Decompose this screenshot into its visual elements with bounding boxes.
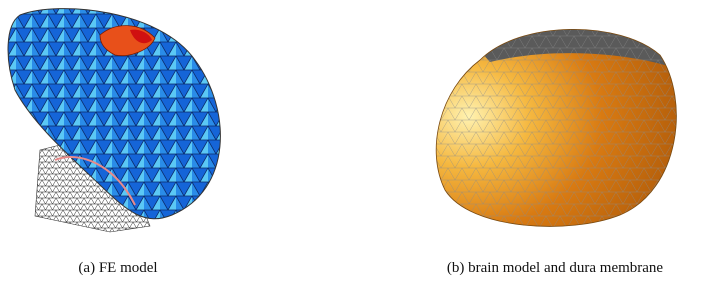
page: (a) FE model (b) brain model and dura me…	[0, 0, 728, 295]
caption: (b) brain model and dura membrane	[447, 260, 664, 276]
caption: (a) FE model	[78, 260, 157, 276]
figure: (a) FE model (b) brain model and dura me…	[0, 0, 728, 295]
brain-model-image	[420, 15, 690, 240]
mesh-lines	[420, 15, 690, 240]
fe-model-image	[8, 9, 220, 232]
